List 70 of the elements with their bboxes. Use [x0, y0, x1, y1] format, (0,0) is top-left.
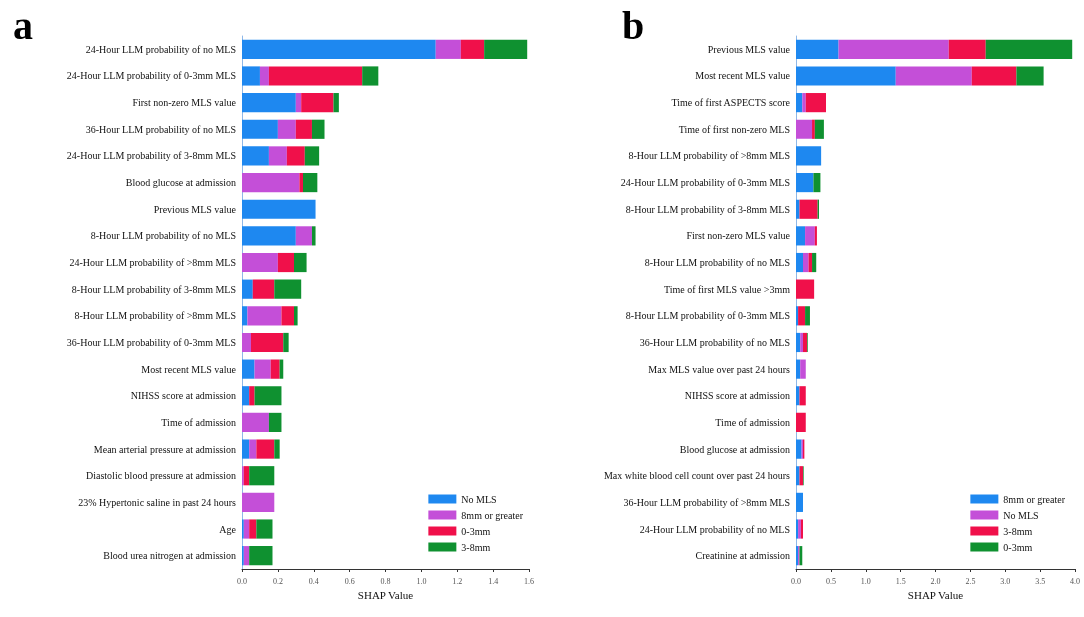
x-tick-label: 2.5 — [965, 576, 976, 586]
y-tick-label: 24-Hour LLM probability of 0-3mm MLS — [66, 70, 236, 82]
y-tick-label: 8-Hour LLM probability of no MLS — [90, 230, 236, 242]
y-tick-label: Max white blood cell count over past 24 hours — [603, 470, 791, 482]
y-tick-label: 36-Hour LLM probability of >8mm MLS — [623, 496, 790, 508]
y-tick-label: 36-Hour LLM probability of no MLS — [85, 123, 236, 135]
chart-title: a — [13, 2, 33, 48]
y-tick-label: 8-Hour LLM probability of 3-8mm MLS — [625, 203, 790, 215]
y-tick-label: Age — [219, 523, 237, 535]
y-tick-label: Previous MLS value — [153, 203, 237, 215]
y-tick-label: Max MLS value over past 24 hours — [648, 363, 791, 375]
y-tick-label: Time of first ASPECTS score — [671, 97, 791, 109]
y-tick-label: Creatinine at admission — [695, 550, 790, 562]
x-tick-label: 4.0 — [1070, 576, 1080, 586]
y-tick-label: NIHSS score at admission — [130, 390, 236, 402]
x-axis-title: SHAP Value — [907, 589, 964, 602]
x-tick-label: 0.8 — [380, 576, 391, 586]
y-tick-label: 36-Hour LLM probability of no MLS — [639, 336, 790, 348]
legend-label: 0-3mm — [461, 525, 491, 537]
y-tick-label: 24-Hour LLM probability of no MLS — [85, 43, 236, 55]
x-tick-label: 0.2 — [272, 576, 283, 586]
y-tick-label: Mean arterial pressure at admission — [93, 443, 236, 455]
x-tick-label: 0.5 — [825, 576, 836, 586]
x-tick-label: 1.5 — [895, 576, 906, 586]
y-tick-label: Blood glucose at admission — [679, 443, 790, 455]
legend-label: 8mm or greater — [461, 509, 524, 521]
y-tick-label: Diastolic blood pressure at admission — [86, 470, 236, 482]
y-tick-label: Time of admission — [161, 416, 236, 428]
x-tick-label: 1.2 — [452, 576, 463, 586]
legend-label: No MLS — [1003, 509, 1039, 521]
y-tick-label: 23% Hypertonic saline in past 24 hours — [78, 496, 237, 508]
y-tick-label: 8-Hour LLM probability of no MLS — [644, 257, 790, 269]
x-tick-label: 3.5 — [1035, 576, 1046, 586]
y-tick-label: Most recent MLS value — [141, 363, 237, 375]
legend-label: 3-8mm — [461, 541, 491, 553]
x-tick-label: 3.0 — [1000, 576, 1011, 586]
legend-label: 3-8mm — [1003, 525, 1033, 537]
x-tick-label: 0.6 — [344, 576, 355, 586]
y-tick-label: Previous MLS value — [707, 43, 791, 55]
y-tick-label: Time of first non-zero MLS — [678, 123, 790, 135]
legend-label: No MLS — [461, 493, 497, 505]
y-tick-label: First non-zero MLS value — [132, 97, 237, 109]
y-tick-label: 8-Hour LLM probability of 0-3mm MLS — [625, 310, 790, 322]
x-tick-label: 1.4 — [488, 576, 499, 586]
x-tick-label: 0.4 — [308, 576, 319, 586]
y-tick-label: 24-Hour LLM probability of 3-8mm MLS — [66, 150, 236, 162]
x-tick-label: 0.0 — [237, 576, 247, 586]
y-tick-label: 8-Hour LLM probability of 3-8mm MLS — [71, 283, 236, 295]
y-tick-label: Most recent MLS value — [695, 70, 791, 82]
x-tick-label: 0.0 — [791, 576, 801, 586]
chart-title: b — [622, 2, 645, 48]
x-axis-title: SHAP Value — [357, 589, 414, 602]
y-tick-label: 8-Hour LLM probability of >8mm MLS — [628, 150, 790, 162]
y-tick-label: Time of admission — [715, 416, 790, 428]
legend-label: 8mm or greater — [1003, 493, 1066, 505]
y-tick-label: Blood glucose at admission — [125, 177, 236, 189]
y-tick-label: 24-Hour LLM probability of 0-3mm MLS — [620, 177, 790, 189]
x-tick-label: 1.6 — [524, 576, 534, 586]
y-tick-label: 24-Hour LLM probability of >8mm MLS — [69, 257, 236, 269]
x-tick-label: 2.0 — [930, 576, 941, 586]
x-tick-label: 1.0 — [860, 576, 871, 586]
y-tick-label: First non-zero MLS value — [686, 230, 791, 242]
legend-label: 0-3mm — [1003, 541, 1033, 553]
y-tick-label: 36-Hour LLM probability of 0-3mm MLS — [66, 336, 236, 348]
x-tick-label: 1.0 — [416, 576, 427, 586]
y-tick-label: NIHSS score at admission — [684, 390, 790, 402]
y-tick-label: 24-Hour LLM probability of no MLS — [639, 523, 790, 535]
y-tick-label: Blood urea nitrogen at admission — [103, 550, 236, 562]
y-tick-label: Time of first MLS value >3mm — [663, 283, 791, 295]
y-tick-label: 8-Hour LLM probability of >8mm MLS — [74, 310, 236, 322]
